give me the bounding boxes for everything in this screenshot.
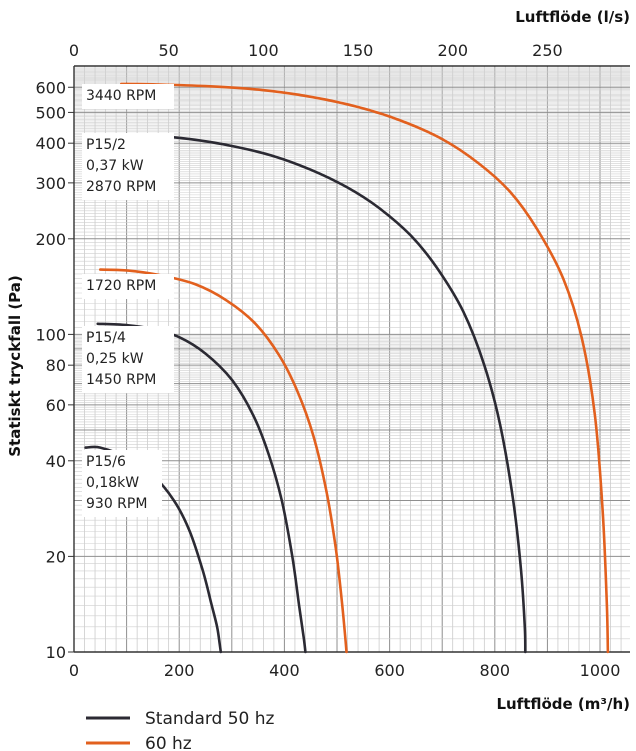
curve-labels: 3440 RPM P15/2 0,37 kW 2870 RPM 1720 RPM P15/… bbox=[82, 84, 174, 517]
top-tick-label: 200 bbox=[437, 41, 468, 60]
tick-labels: 0 50 100 150 200 250 0 200 400 600 800 1000 10 20 40 60… bbox=[35, 41, 620, 680]
curve-label-line: 1450 RPM bbox=[86, 372, 156, 388]
top-tick-label: 0 bbox=[69, 41, 79, 60]
curve-label-background bbox=[82, 133, 174, 200]
bottom-tick-label: 400 bbox=[269, 661, 300, 680]
y-tick-label: 10 bbox=[46, 643, 66, 662]
y-tick-label: 40 bbox=[46, 452, 66, 471]
curve-label-line: 2870 RPM bbox=[86, 179, 156, 195]
legend: Standard 50 hz 60 hz bbox=[86, 709, 275, 751]
curve-label-rpm-3440: 3440 RPM bbox=[82, 84, 174, 109]
curve-label-line: P15/4 bbox=[86, 330, 126, 346]
curve-label-background bbox=[82, 274, 174, 299]
curve-label-p15-4: P15/4 0,25 kW 1450 RPM bbox=[82, 326, 174, 393]
curve-label-rpm-1720: 1720 RPM bbox=[82, 274, 174, 299]
y-tick-label: 100 bbox=[35, 325, 66, 344]
curve-label-line: P15/6 bbox=[86, 454, 126, 470]
curve-p15-2-50hz bbox=[114, 133, 527, 654]
y-axis-title: Statiskt tryckfall (Pa) bbox=[6, 275, 24, 457]
top-axis-title: Luftflöde (l/s) bbox=[515, 8, 630, 26]
curve-p15-2-60hz bbox=[120, 82, 610, 654]
curve-label-line: P15/2 bbox=[86, 137, 126, 153]
curve-label-line: 1720 RPM bbox=[86, 278, 156, 294]
y-tick-label: 500 bbox=[35, 103, 66, 122]
bottom-tick-label: 200 bbox=[164, 661, 195, 680]
top-tick-label: 250 bbox=[532, 41, 563, 60]
curve-label-p15-2: P15/2 0,37 kW 2870 RPM bbox=[82, 133, 174, 200]
top-tick-label: 150 bbox=[343, 41, 374, 60]
y-tick-label: 60 bbox=[46, 396, 66, 415]
y-tick-label: 80 bbox=[46, 356, 66, 375]
y-tick-label: 400 bbox=[35, 134, 66, 153]
top-tick-label: 100 bbox=[248, 41, 279, 60]
curve-label-background bbox=[82, 326, 174, 393]
curve-label-line: 0,18kW bbox=[86, 475, 139, 491]
curve-label-background bbox=[82, 84, 174, 109]
bottom-tick-label: 0 bbox=[69, 661, 79, 680]
bottom-tick-label: 600 bbox=[374, 661, 405, 680]
legend-label-60hz: 60 hz bbox=[145, 734, 192, 751]
bottom-tick-label: 1000 bbox=[580, 661, 621, 680]
y-tick-label: 200 bbox=[35, 230, 66, 249]
curve-label-line: 930 RPM bbox=[86, 496, 147, 512]
bottom-tick-label: 800 bbox=[480, 661, 511, 680]
bottom-axis-title: Luftflöde (m³/h) bbox=[496, 695, 630, 713]
top-tick-label: 50 bbox=[159, 41, 179, 60]
curve-label-line: 3440 RPM bbox=[86, 88, 156, 104]
curve-label-background bbox=[82, 450, 162, 517]
curve-label-p15-6: P15/6 0,18kW 930 RPM bbox=[82, 450, 162, 517]
plot-frame bbox=[73, 65, 630, 653]
curve-label-line: 0,37 kW bbox=[86, 158, 144, 174]
y-tick-label: 20 bbox=[46, 547, 66, 566]
legend-label-standard-50hz: Standard 50 hz bbox=[145, 709, 275, 729]
curve-label-line: 0,25 kW bbox=[86, 351, 144, 367]
y-tick-label: 600 bbox=[35, 78, 66, 97]
y-tick-label: 300 bbox=[35, 174, 66, 193]
